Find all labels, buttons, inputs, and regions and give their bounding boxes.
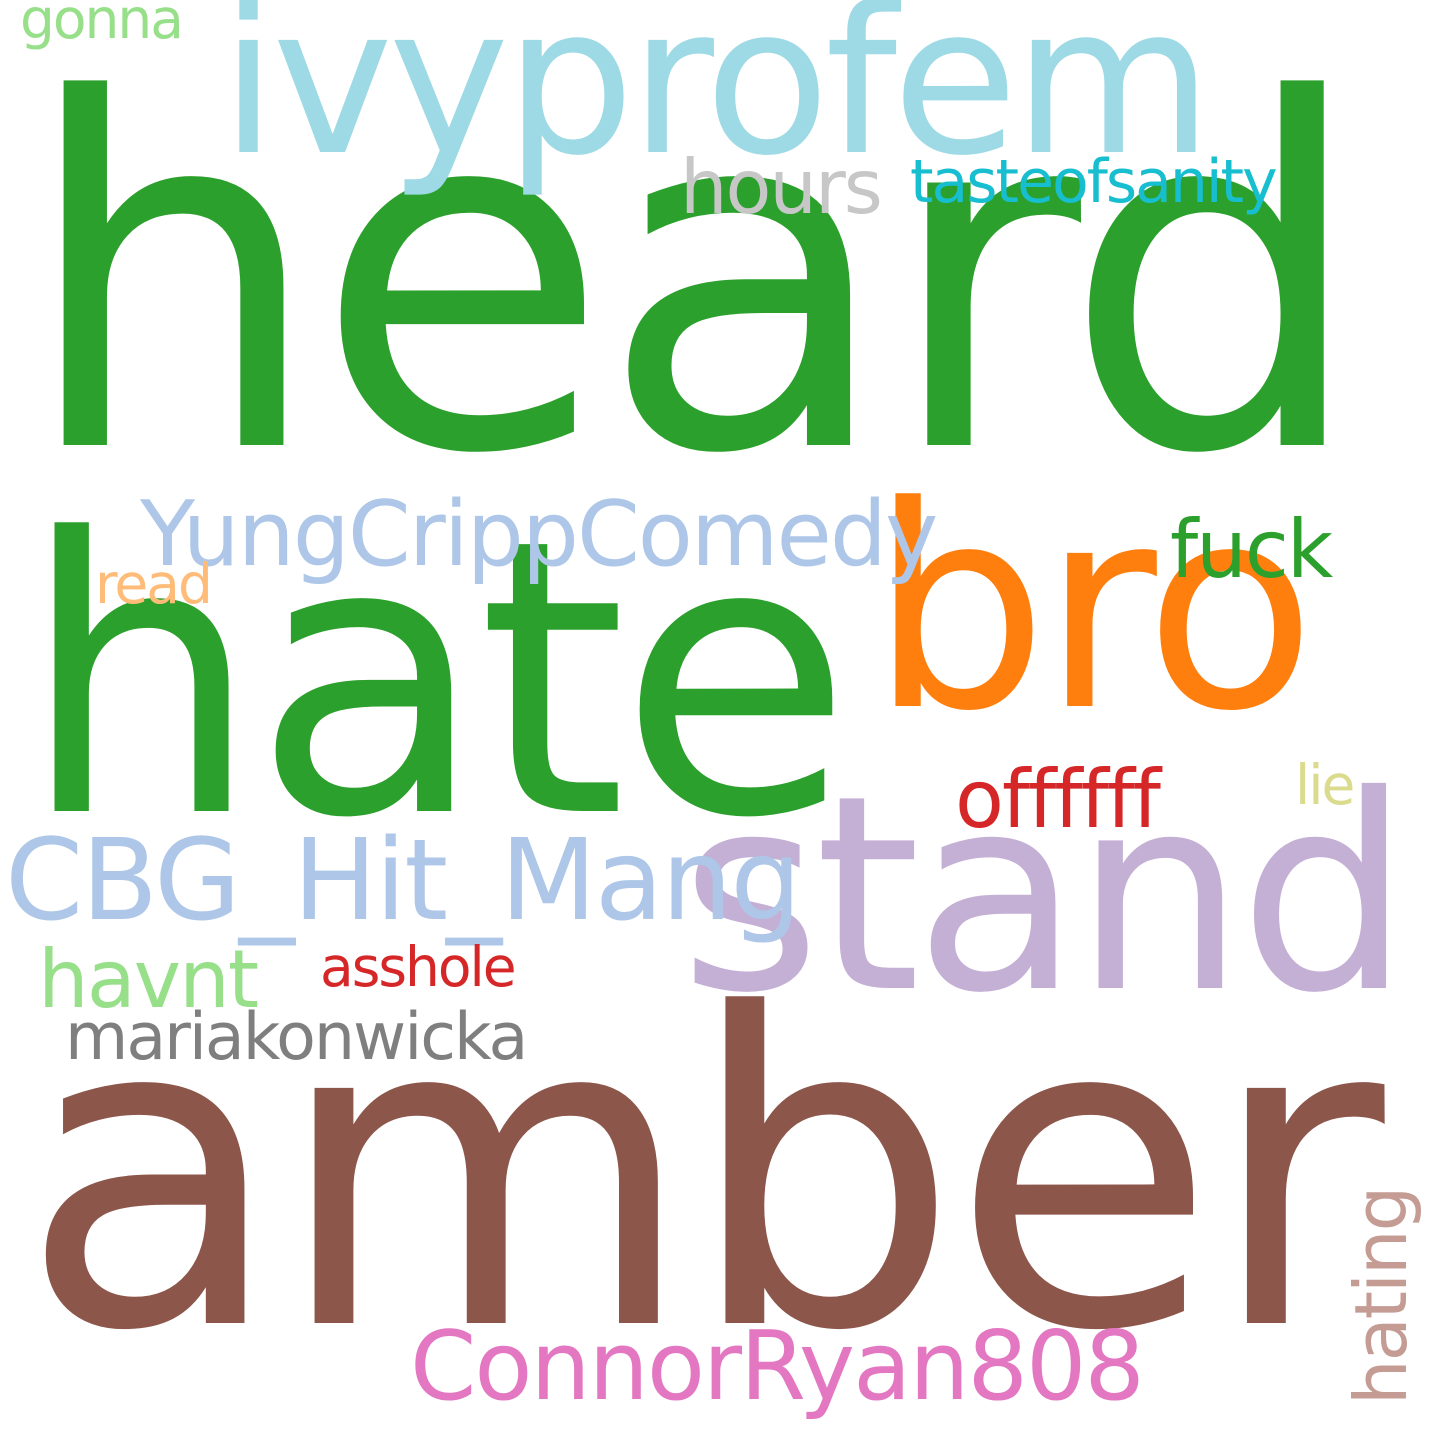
word-connorryan808: ConnorRyan808	[410, 1312, 1145, 1422]
word-fuck: fuck	[1170, 503, 1333, 596]
word-havnt: havnt	[38, 933, 259, 1026]
word-hate: hate	[20, 458, 852, 901]
word-cbg-hit-mang: CBG_Hit_Mang	[5, 816, 801, 946]
word-stand: stand	[680, 737, 1410, 1052]
word-ivyprofem: ivyprofem	[220, 0, 1213, 201]
word-gonna: gonna	[20, 0, 184, 51]
word-lie: lie	[1295, 753, 1355, 817]
word-yungcrippcomedy: YungCrippComedy	[140, 482, 938, 587]
word-mariakonwicka: mariakonwicka	[65, 1000, 528, 1075]
word-hating: hating	[1339, 1187, 1423, 1405]
word-offffff: offffff	[955, 753, 1161, 846]
word-amber: amber	[20, 925, 1385, 1425]
word-read: read	[95, 552, 213, 616]
word-hours: hours	[680, 143, 883, 231]
word-bro: bro	[870, 447, 1316, 773]
word-heard: heard	[20, 0, 1367, 559]
word-tasteofsanity: tasteofsanity	[910, 147, 1278, 217]
word-asshole: asshole	[320, 935, 517, 999]
